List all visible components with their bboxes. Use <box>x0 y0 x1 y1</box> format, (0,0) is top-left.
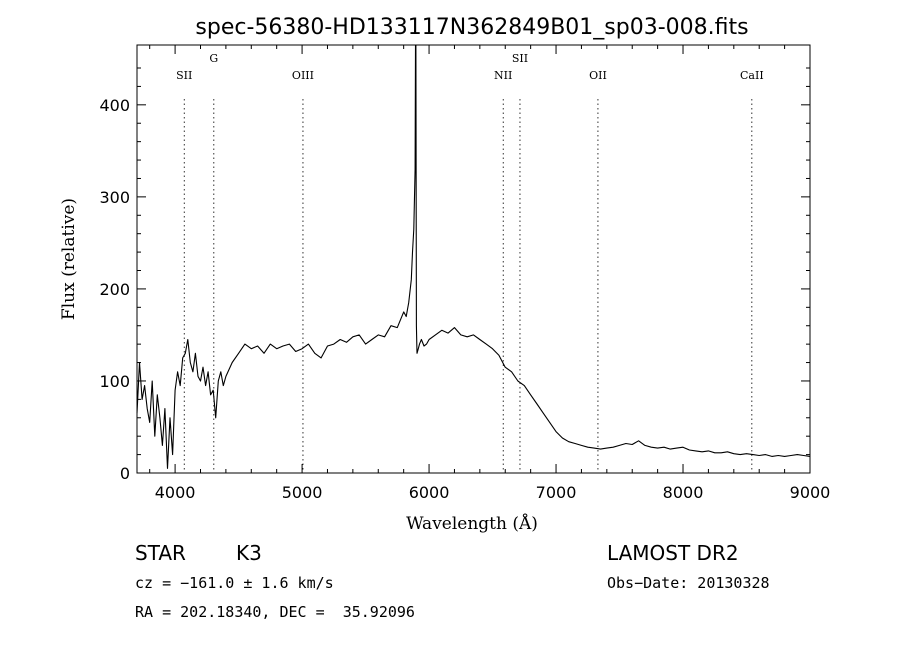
x-tick-label: 5000 <box>282 483 323 502</box>
line-marker-label: OII <box>589 69 607 82</box>
y-axis-ticks: 0 100 200 300 400 <box>99 67 810 483</box>
line-marker-label: OIII <box>292 69 314 82</box>
y-tick-label: 300 <box>99 188 130 207</box>
plot-frame <box>136 44 811 474</box>
coordinates: RA = 202.18340, DEC = 35.92096 <box>135 603 415 621</box>
observation-date: Obs−Date: 20130328 <box>607 574 770 592</box>
line-marker-label: NII <box>494 69 512 82</box>
object-class: STAR <box>135 541 186 565</box>
y-tick-label: 400 <box>99 96 130 115</box>
chart-title: spec-56380-HD133117N362849B01_sp03-008.f… <box>195 15 748 40</box>
line-marker-label: CaII <box>740 69 764 82</box>
x-axis-ticks: 4000 5000 6000 7000 8000 9000 <box>149 45 831 502</box>
survey-name: LAMOST DR2 <box>607 541 739 565</box>
redshift-info: cz = −161.0 ± 1.6 km/s <box>135 574 334 592</box>
y-tick-label: 100 <box>99 372 130 391</box>
y-axis-label: Flux (relative) <box>59 198 79 320</box>
x-tick-label: 7000 <box>536 483 577 502</box>
line-marker-label: G <box>209 52 218 65</box>
y-tick-label: 200 <box>99 280 130 299</box>
x-tick-label: 9000 <box>790 483 831 502</box>
x-tick-label: 4000 <box>155 483 196 502</box>
line-marker-label: SII <box>176 69 192 82</box>
line-marker-label: SII <box>512 52 528 65</box>
x-tick-label: 8000 <box>663 483 704 502</box>
object-subclass: K3 <box>236 541 262 565</box>
x-axis-label: Wavelength (Å) <box>406 513 538 534</box>
x-tick-label: 6000 <box>409 483 450 502</box>
y-tick-label: 0 <box>120 464 130 483</box>
spectrum-line <box>136 44 811 469</box>
